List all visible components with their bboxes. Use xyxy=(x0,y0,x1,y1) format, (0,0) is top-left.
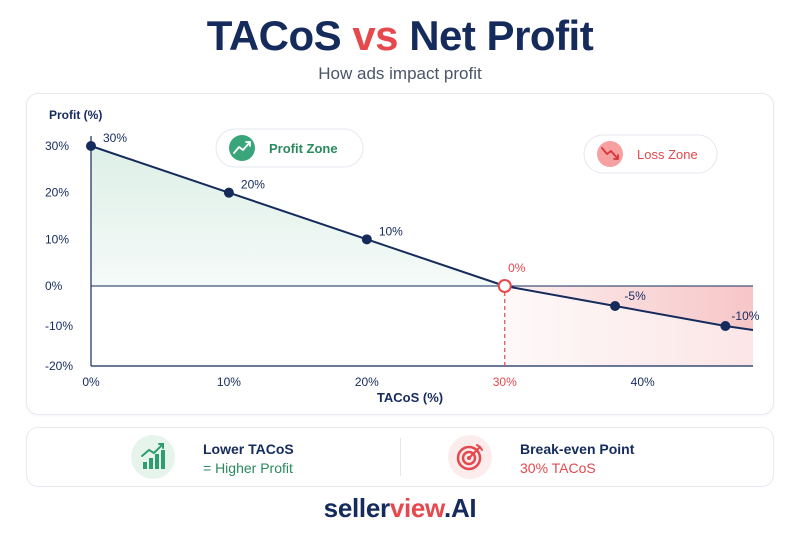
break-even-feature: Break-even Point 30% TACoS xyxy=(448,435,708,479)
loss-zone-label: Loss Zone xyxy=(637,147,698,162)
page-subtitle: How ads impact profit xyxy=(318,64,482,83)
chart-card: Profit (%) TACoS (%) 30% 20% 10% 0% -10% -20% 0%… xyxy=(26,93,774,415)
trend-down-icon xyxy=(597,141,623,167)
brand-part2: view xyxy=(389,493,445,523)
y-axis-title: Profit (%) xyxy=(49,108,102,122)
data-point xyxy=(223,187,234,198)
trend-up-icon xyxy=(229,135,255,161)
growth-bars-icon xyxy=(131,435,175,479)
loss-zone-lower-fill xyxy=(504,286,753,366)
brand-part1: seller xyxy=(323,493,390,523)
break-even-subtitle: 30% TACoS xyxy=(520,460,596,476)
page-title: TACoS vs Net Profit xyxy=(0,12,800,60)
y-tick-label: -10% xyxy=(45,319,73,333)
brand-logo: sellerview.AI xyxy=(0,493,800,524)
chart-svg: Profit (%) TACoS (%) 30% 20% 10% 0% -10% -20% 0%… xyxy=(45,108,760,405)
data-label: 20% xyxy=(241,178,265,192)
summary-card: Lower TACoS = Higher Profit Break-even P… xyxy=(26,427,774,487)
break-even-title: Break-even Point xyxy=(520,441,635,457)
data-label: 30% xyxy=(103,131,127,145)
data-point xyxy=(361,234,372,245)
target-icon xyxy=(448,435,492,479)
title-part2: Net Profit xyxy=(398,12,594,59)
data-label: 10% xyxy=(379,224,403,238)
profit-zone-badge: Profit Zone xyxy=(215,128,364,168)
data-label: -5% xyxy=(624,289,646,303)
title-part1: TACoS xyxy=(206,12,353,59)
title-vs: vs xyxy=(352,12,399,59)
y-tick-label: 10% xyxy=(45,232,69,246)
profit-zone-label: Profit Zone xyxy=(269,141,338,156)
y-tick-label: 30% xyxy=(45,139,69,153)
x-tick-label: 20% xyxy=(355,375,379,389)
x-tick-label: 30% xyxy=(493,375,517,389)
y-tick-label: 20% xyxy=(45,186,69,200)
data-label: -10% xyxy=(731,309,759,323)
lower-tacos-title: Lower TACoS xyxy=(203,441,294,457)
y-tick-label: -20% xyxy=(45,359,73,373)
y-tick-label: 0% xyxy=(45,279,63,293)
break-even-point xyxy=(497,279,512,293)
summary-divider xyxy=(400,438,401,476)
x-axis-title: TACoS (%) xyxy=(377,390,443,405)
brand-part3: .AI xyxy=(444,493,477,523)
lower-tacos-feature: Lower TACoS = Higher Profit xyxy=(131,435,371,479)
lower-tacos-subtitle: = Higher Profit xyxy=(203,460,293,476)
loss-zone-badge: Loss Zone xyxy=(583,134,718,174)
x-tick-label: 10% xyxy=(217,375,241,389)
x-tick-label: 40% xyxy=(631,375,655,389)
data-point xyxy=(86,141,96,151)
data-label: 0% xyxy=(508,261,526,275)
data-point xyxy=(610,301,621,311)
data-point xyxy=(720,321,731,331)
x-tick-label: 0% xyxy=(82,375,100,389)
